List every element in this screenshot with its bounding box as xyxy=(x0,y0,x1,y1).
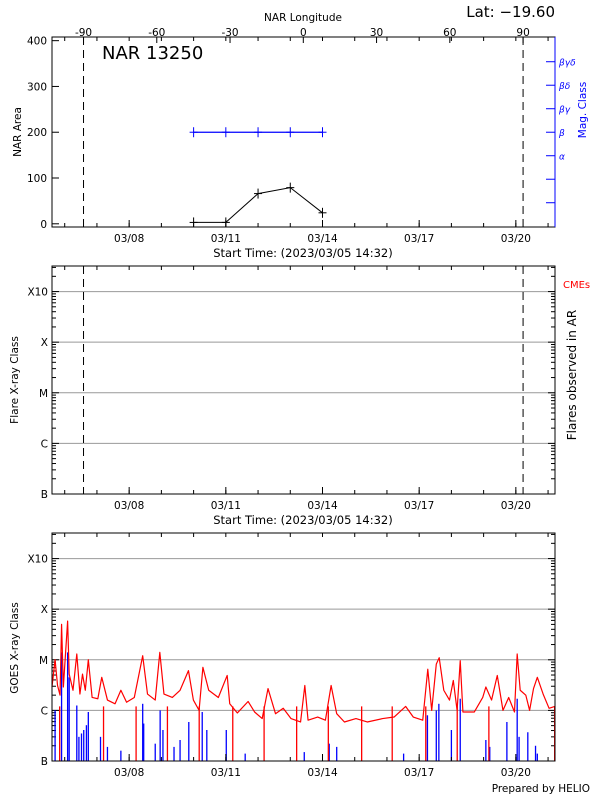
mag_class-point xyxy=(254,127,263,138)
plot-frame xyxy=(51,532,556,762)
goes-xray-panel: GOES X-ray Class Prepared by HELIO B C M X X… xyxy=(9,532,590,795)
y-tick-label: 400 xyxy=(27,36,47,48)
x-tick-label: 03/08 xyxy=(114,500,144,512)
area-point xyxy=(221,217,230,228)
x-tick-label: 03/11 xyxy=(211,233,241,245)
right-axis-label: Flares observed in AR xyxy=(565,310,579,440)
y-tick-label: M xyxy=(39,388,48,400)
top-axis-label: NAR Longitude xyxy=(264,12,342,24)
y-axis-label: Flare X-ray Class xyxy=(9,336,21,424)
area-point xyxy=(286,182,295,193)
mag-class-tick-label: α xyxy=(559,153,565,163)
top-axis-tick-label: -90 xyxy=(75,27,92,39)
x-tick-label: 03/17 xyxy=(404,233,434,245)
flare-class-panel: Flare X-ray Class Flares observed in AR … xyxy=(9,265,590,527)
x-tick-label: 03/14 xyxy=(307,767,338,779)
latitude-label: Lat: −19.60 xyxy=(466,3,555,21)
nar-area-panel: NAR Longitude Lat: −19.60 NAR 13250 NAR … xyxy=(12,3,589,260)
area-point xyxy=(189,217,198,228)
credit-label: Prepared by HELIO xyxy=(492,783,590,795)
mag-class-tick-label: βγδ xyxy=(558,59,576,69)
x-tick-label: 03/08 xyxy=(114,767,144,779)
mag_class-point xyxy=(286,127,295,138)
y-tick-label: C xyxy=(41,705,48,717)
x-tick-label: 03/17 xyxy=(404,767,434,779)
y-tick-label: M xyxy=(39,655,48,667)
x-tick-label: 03/20 xyxy=(501,233,531,245)
plot-frame xyxy=(51,265,556,495)
long-channel-line xyxy=(51,620,555,723)
top-axis-tick-label: -60 xyxy=(148,27,165,39)
area-point xyxy=(254,188,263,199)
x-tick-label: 03/11 xyxy=(211,500,241,512)
y-tick-label: X xyxy=(41,604,48,616)
x-tick-label: 03/20 xyxy=(501,767,531,779)
y-tick-label: 300 xyxy=(27,81,47,93)
y-tick-label: C xyxy=(41,438,48,450)
y-tick-label: 200 xyxy=(27,127,47,139)
x-tick-label: 03/14 xyxy=(307,500,338,512)
top-axis-tick-label: -30 xyxy=(221,27,238,39)
chart-title: NAR 13250 xyxy=(102,43,203,64)
x-tick-label: 03/17 xyxy=(404,500,434,512)
top-axis-tick-label: 30 xyxy=(370,27,383,39)
y-axis-label: NAR Area xyxy=(12,107,24,157)
top-axis-tick-label: 0 xyxy=(300,27,307,39)
x-axis-label: Start Time: (2023/03/05 14:32) xyxy=(213,246,392,260)
x-tick-label: 03/14 xyxy=(307,233,338,245)
x-tick-label: 03/08 xyxy=(114,233,144,245)
mag-class-tick-label: βγ xyxy=(558,106,571,116)
y-tick-label: B xyxy=(41,489,48,501)
top-axis-tick-label: 90 xyxy=(516,27,529,39)
area-point xyxy=(318,207,327,218)
x-tick-label: 03/20 xyxy=(501,500,531,512)
y-tick-label: B xyxy=(41,756,48,768)
cme-legend: CMEs xyxy=(563,280,590,291)
x-axis-label: Start Time: (2023/03/05 14:32) xyxy=(213,513,392,527)
mag_class-point xyxy=(189,127,198,138)
top-axis-tick-label: 60 xyxy=(443,27,456,39)
x-tick-label: 03/11 xyxy=(211,767,241,779)
right-axis-label: Mag. Class xyxy=(577,82,589,138)
y-tick-label: 100 xyxy=(27,173,47,185)
y-axis-label: GOES X-ray Class xyxy=(9,602,21,693)
mag-class-tick-label: β xyxy=(558,129,565,139)
y-tick-label: X10 xyxy=(27,287,48,299)
y-tick-label: 0 xyxy=(40,219,47,231)
y-tick-label: X xyxy=(41,337,48,349)
mag_class-point xyxy=(318,127,327,138)
mag-class-tick-label: βδ xyxy=(558,82,571,92)
mag_class-point xyxy=(221,127,230,138)
y-tick-label: X10 xyxy=(27,554,48,566)
